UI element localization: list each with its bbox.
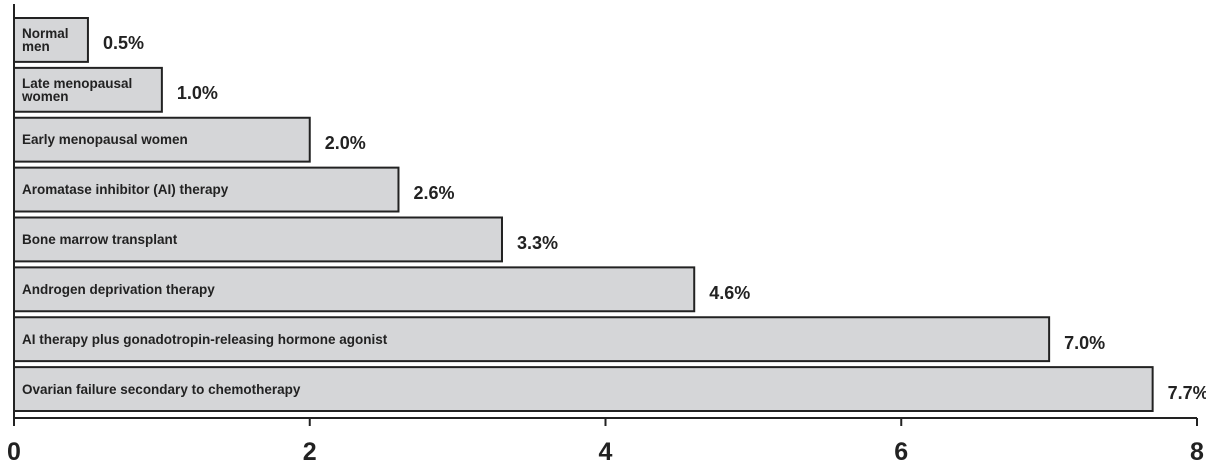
value-label: 3.3%: [516, 232, 559, 253]
x-tick-label: 2: [302, 438, 317, 466]
value-label: 7.7%: [1167, 382, 1206, 403]
bar: [13, 266, 696, 313]
category-label: Normal men: [22, 25, 69, 54]
category-label: Aromatase inhibitor (AI) therapy: [22, 182, 229, 198]
bar: [13, 216, 503, 263]
category-label: Androgen deprivation therapy: [22, 281, 215, 297]
value-label: 7.0%: [1064, 332, 1106, 353]
category-label: Late menopausal women: [22, 75, 133, 104]
bar: [13, 66, 163, 113]
bar: [13, 316, 1051, 363]
value-label: 0.5%: [102, 33, 144, 54]
category-label: Bone marrow transplant: [22, 231, 178, 247]
category-label: Early menopausal women: [22, 132, 188, 148]
bar: [13, 166, 400, 213]
category-label: AI therapy plus gonadotropin-releasing h…: [22, 331, 388, 347]
bar: [13, 17, 89, 63]
x-tick-label: 6: [894, 438, 909, 466]
value-label: 2.0%: [324, 133, 366, 154]
x-tick-label: 8: [1190, 438, 1204, 466]
x-tick-label: 4: [598, 438, 613, 466]
bar: [13, 116, 311, 163]
value-label: 1.0%: [176, 83, 218, 104]
category-label: Ovarian failure secondary to chemotherap…: [22, 381, 301, 397]
x-tick-label: 0: [7, 438, 21, 466]
bar: [13, 366, 1154, 412]
value-label: 4.6%: [709, 282, 751, 303]
value-label: 2.6%: [413, 183, 455, 204]
